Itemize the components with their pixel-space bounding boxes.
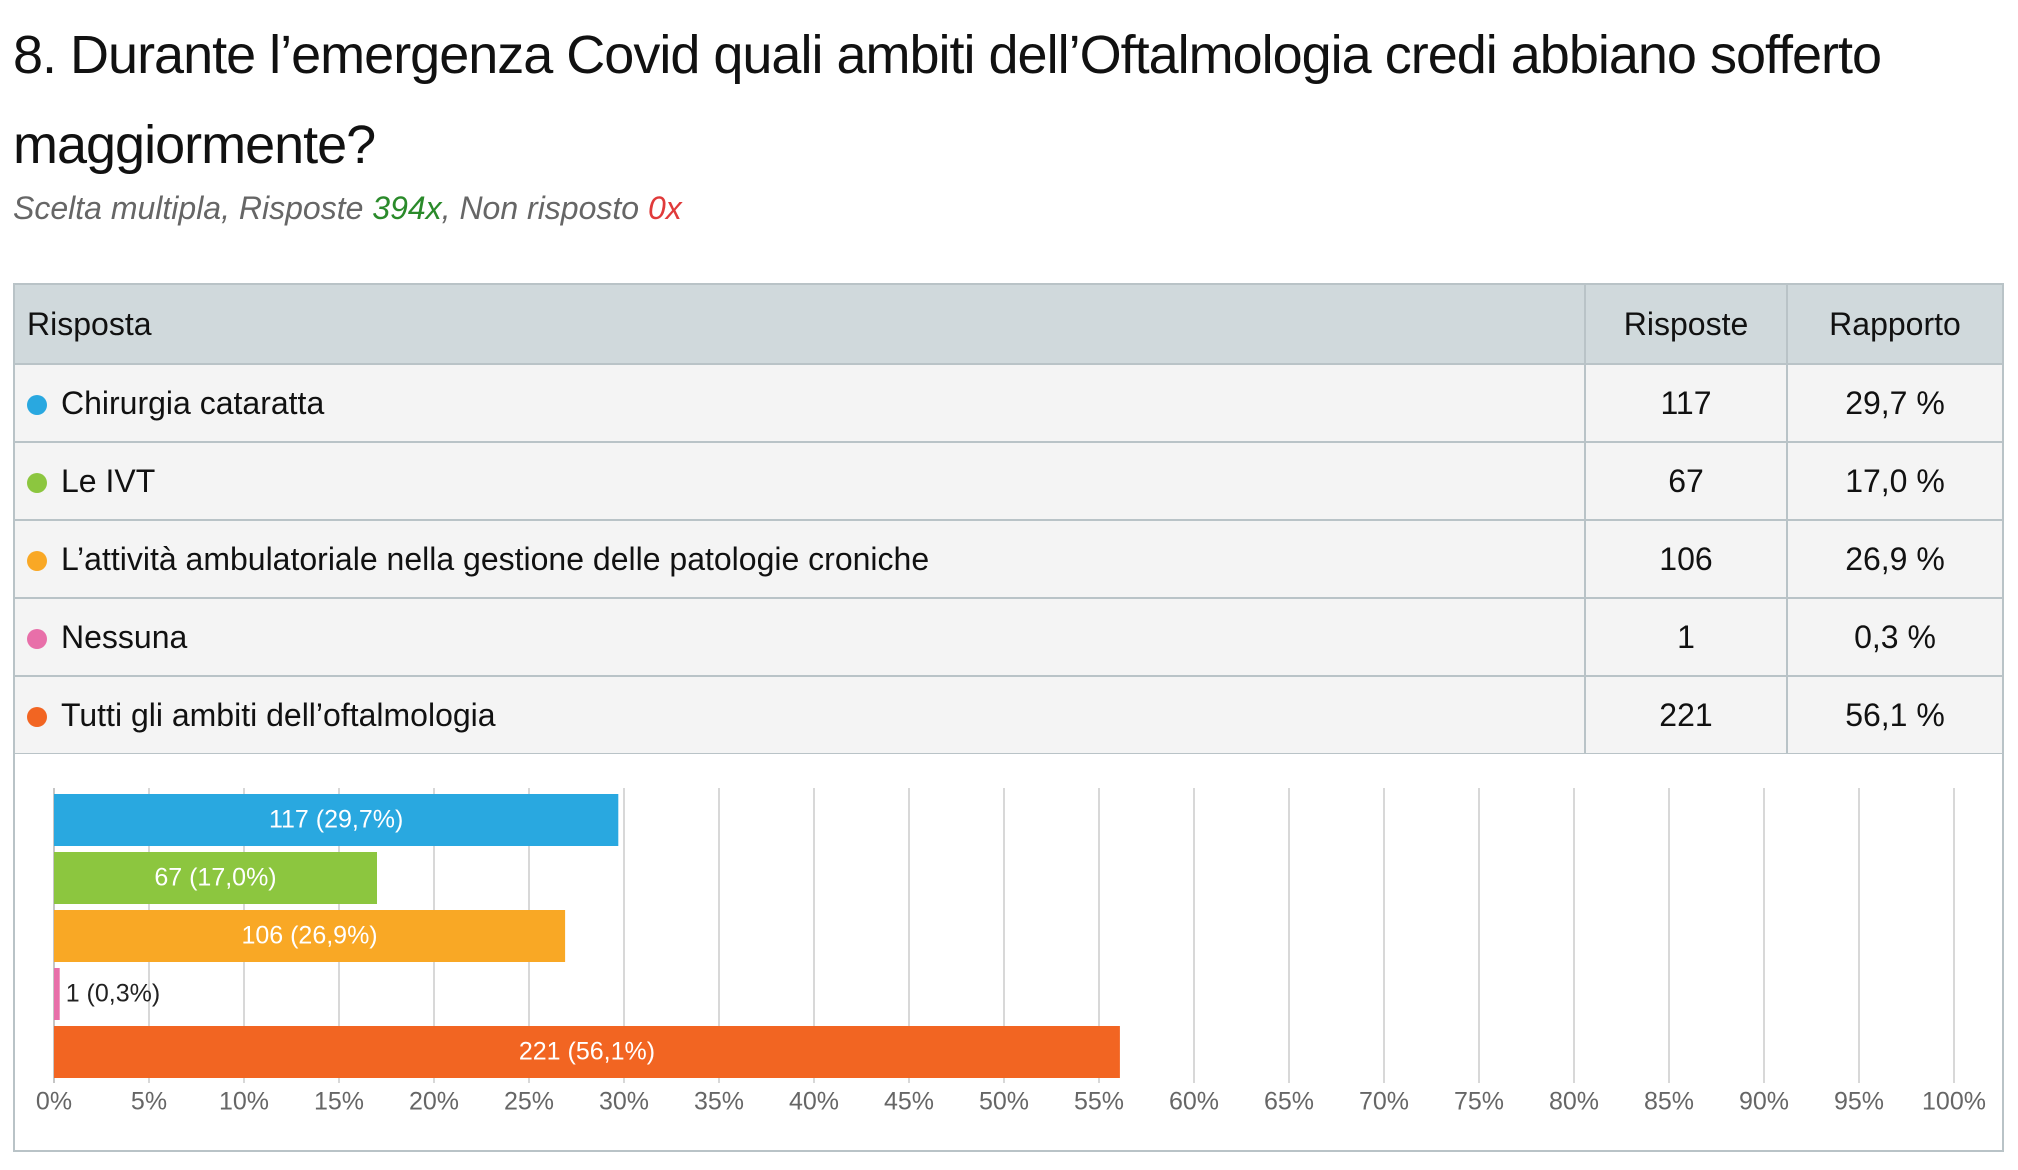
answer-cell: Chirurgia cataratta <box>13 363 1586 443</box>
subtitle: Scelta multipla, Risposte 394x, Non risp… <box>13 190 682 227</box>
x-tick-label: 90% <box>1739 1088 1789 1116</box>
count: 117 <box>1584 363 1788 443</box>
bar <box>54 910 566 962</box>
x-tick-label: 0% <box>36 1088 72 1116</box>
answer-cell: Le IVT <box>13 441 1586 521</box>
column-header: Rapporto <box>1786 283 2004 365</box>
unanswered: 0x <box>647 190 682 226</box>
x-tick-label: 30% <box>599 1088 649 1116</box>
x-tick-label: 5% <box>131 1088 167 1116</box>
value-label: 221 (56,1%) <box>519 1038 655 1066</box>
answer-label: Nessuna <box>61 618 188 655</box>
x-tick-label: 25% <box>504 1088 554 1116</box>
legend-dot <box>27 395 47 416</box>
results-table: Risposta Risposte Rapporto Chirurgia catara… <box>13 283 2004 755</box>
value-label: 1 (0,3%) <box>66 980 160 1008</box>
ratio: 56,1 % <box>1786 675 2004 755</box>
x-tick-label: 70% <box>1359 1088 1409 1116</box>
answer-label: L’attività ambulatoriale nella gestione … <box>61 540 930 577</box>
legend-dot <box>27 707 47 728</box>
ratio: 0,3 % <box>1786 597 2004 677</box>
value-label: 117 (29,7%) <box>269 806 403 834</box>
legend-dot <box>27 551 47 572</box>
title: 8. Durante l’emergenza Covid quali ambit… <box>13 25 1882 175</box>
value-label: 106 (26,9%) <box>241 922 377 950</box>
count: 1 <box>1584 597 1788 677</box>
row: Chirurgia cataratta 117 29,7 % <box>13 363 2004 443</box>
x-tick-label: 75% <box>1454 1088 1504 1116</box>
value-label: 67 (17,0%) <box>154 864 276 892</box>
x-tick-label: 50% <box>979 1088 1029 1116</box>
count: 67 <box>1584 441 1788 521</box>
subtitle-text: , Non risposto <box>441 190 648 226</box>
x-tick-label: 55% <box>1074 1088 1124 1116</box>
ratio: 26,9 % <box>1786 519 2004 599</box>
count: 221 <box>1584 675 1788 755</box>
bar <box>54 852 377 904</box>
subtitle-text: Scelta multipla, Risposte <box>13 190 373 226</box>
bar <box>54 968 60 1020</box>
chart: 0% 5% 10% 15% 20% 25% 30% 35% 40% 45% 50% 55% 60% 65%… <box>13 753 2004 1152</box>
x-tick-label: 60% <box>1169 1088 1219 1116</box>
bar <box>54 1026 1120 1078</box>
ratio: 17,0 % <box>1786 441 2004 521</box>
x-tick-label: 85% <box>1644 1088 1694 1116</box>
row: L’attività ambulatoriale nella gestione … <box>13 519 2004 599</box>
legend-dot <box>27 629 47 650</box>
legend-dot <box>27 473 47 494</box>
x-tick-label: 65% <box>1264 1088 1314 1116</box>
x-tick-label: 45% <box>884 1088 934 1116</box>
count: 106 <box>1584 519 1788 599</box>
bar <box>54 794 619 846</box>
x-tick-label: 15% <box>314 1088 364 1116</box>
answer-label: Chirurgia cataratta <box>61 384 325 421</box>
column-header: Risposte <box>1584 283 1788 365</box>
x-tick-label: 100% <box>1922 1088 1986 1116</box>
answer-cell: L’attività ambulatoriale nella gestione … <box>13 519 1586 599</box>
x-tick-label: 40% <box>789 1088 839 1116</box>
answer-label: Tutti gli ambiti dell’oftalmologia <box>61 696 496 733</box>
x-tick-label: 80% <box>1549 1088 1599 1116</box>
x-tick-label: 10% <box>219 1088 269 1116</box>
answer-cell: Nessuna <box>13 597 1586 677</box>
column-header: Risposta <box>13 283 1586 365</box>
ratio: 29,7 % <box>1786 363 2004 443</box>
x-tick-label: 35% <box>694 1088 744 1116</box>
answered: 394x <box>372 190 442 226</box>
row: Le IVT 67 17,0 % <box>13 441 2004 521</box>
answer-label: Le IVT <box>61 462 156 499</box>
row: Tutti gli ambiti dell’oftalmologia 221 56,… <box>13 675 2004 755</box>
answer-cell: Tutti gli ambiti dell’oftalmologia <box>13 675 1586 755</box>
header-row: Risposta Risposte Rapporto <box>13 283 2004 365</box>
x-tick-label: 20% <box>409 1088 459 1116</box>
row: Nessuna 1 0,3 % <box>13 597 2004 677</box>
x-tick-label: 95% <box>1834 1088 1884 1116</box>
